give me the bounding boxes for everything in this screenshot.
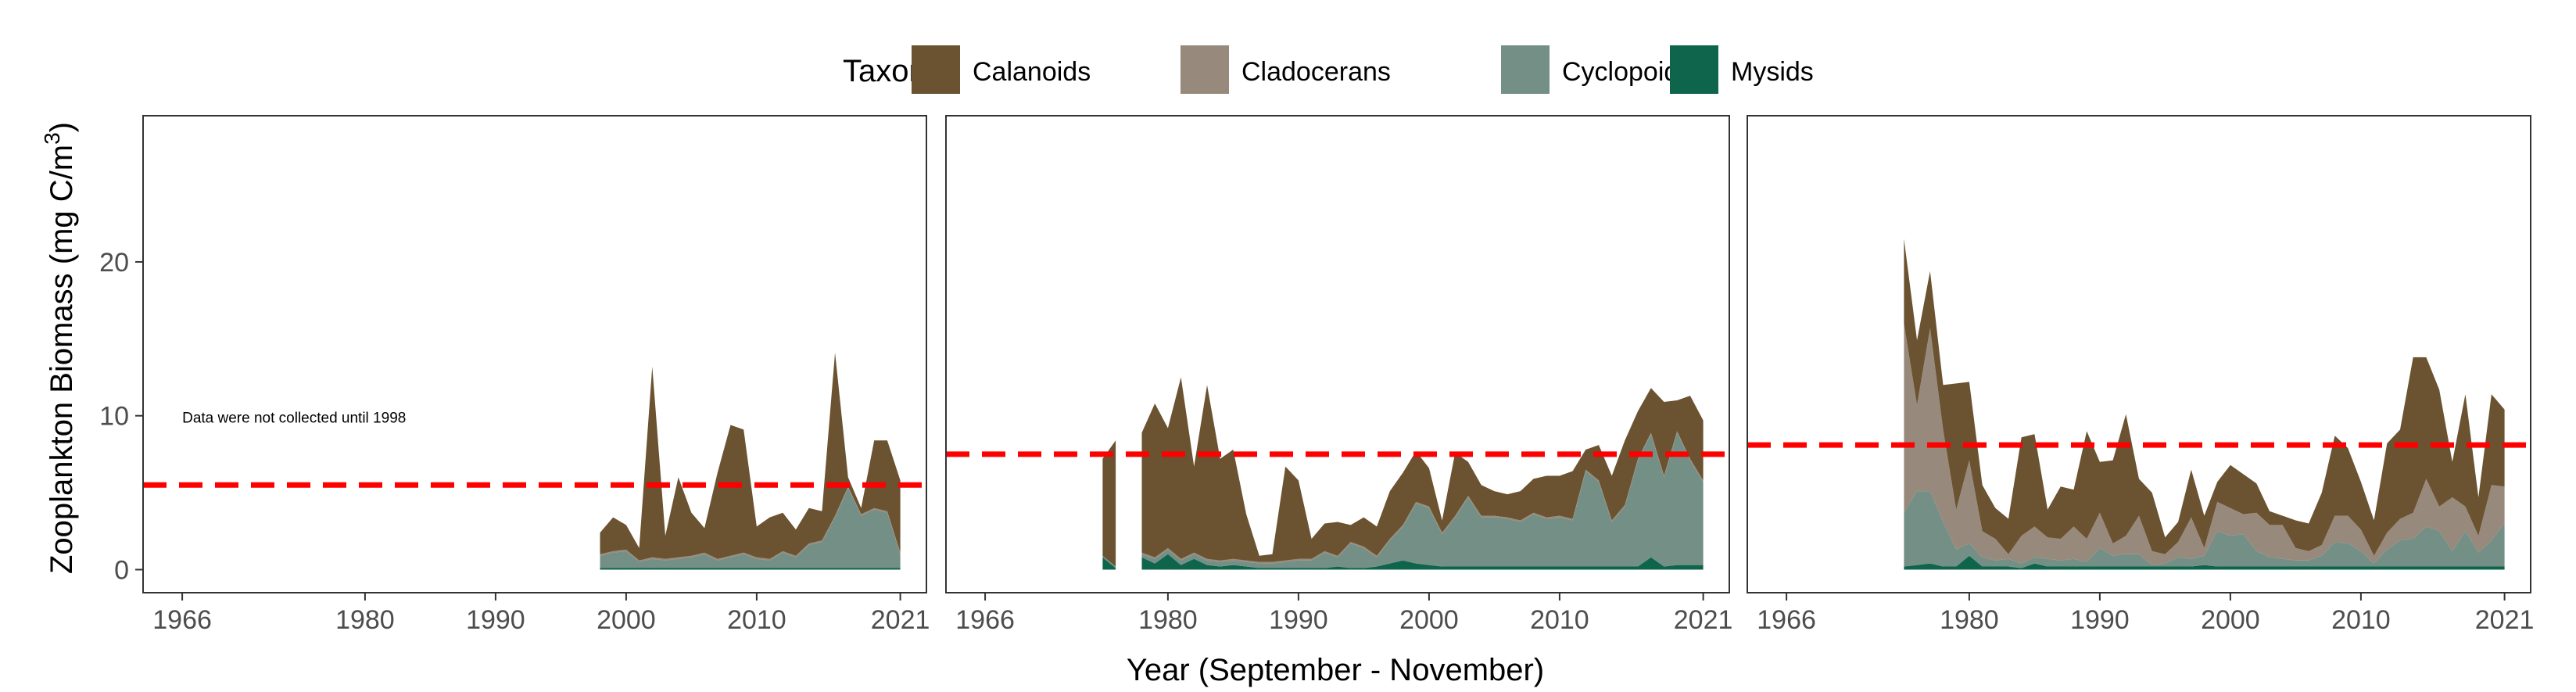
area-mysids-p3-s1: [1904, 555, 2505, 570]
panel-3: 1966 1980 1990 2000 2010 2021: [1747, 115, 2535, 635]
legend-key-cyclopoids: [1501, 45, 1550, 94]
legend-label-cladocerans: Cladocerans: [1241, 57, 1391, 87]
x-tick-label: 2000: [2201, 605, 2260, 635]
x-tick-label: 1990: [1269, 605, 1328, 635]
area-cladocerans-p1-s1: [600, 486, 901, 562]
x-tick-label: 1966: [1757, 605, 1816, 635]
x-tick-label: 1990: [2070, 605, 2130, 635]
area-cyclopoids-p1-s1: [600, 488, 901, 568]
x-tick-label: 2010: [727, 605, 786, 635]
panel-border: [945, 115, 1730, 593]
x-tick-label: 1980: [1940, 605, 1999, 635]
x-tick-label: 1980: [335, 605, 395, 635]
area-calanoids-p2-s1: [1102, 440, 1116, 567]
x-tick-label: 1980: [1138, 605, 1198, 635]
y-tick-label: 0: [114, 555, 129, 585]
legend-key-mysids: [1670, 45, 1718, 94]
area-mysids-p1-s1: [600, 568, 901, 570]
x-tick-label: 1966: [955, 605, 1015, 635]
x-tick-label: 1990: [466, 605, 525, 635]
area-calanoids-p3-s1: [1904, 238, 2505, 556]
y-tick-label: 10: [99, 402, 129, 432]
legend-label-calanoids: Calanoids: [973, 57, 1091, 87]
x-tick-label: 2000: [1399, 605, 1459, 635]
area-mysids-p2-s1: [1102, 557, 1116, 570]
area-mysids-p2-s2: [1141, 554, 1704, 570]
legend-key-cladocerans: [1181, 45, 1229, 94]
legend-label-mysids: Mysids: [1731, 57, 1814, 87]
x-tick-label: 2021: [871, 605, 930, 635]
x-tick-label: 1966: [152, 605, 212, 635]
area-cladocerans-p3-s1: [1904, 323, 2505, 565]
area-cyclopoids-p2-s1: [1102, 555, 1116, 568]
panel-border: [142, 115, 927, 593]
area-cyclopoids-p2-s2: [1141, 432, 1704, 568]
legend-key-calanoids: [912, 45, 960, 94]
annotation-text: Data were not collected until 1998: [182, 411, 406, 427]
x-tick-label: 2000: [597, 605, 656, 635]
x-tick-label: 2010: [2331, 605, 2391, 635]
panel-2: 1966 1980 1990 2000 2010 2021: [945, 115, 1733, 635]
legend: Taxon Calanoids Cladocerans Cyclopoids M…: [843, 45, 1814, 94]
y-tick-label: 20: [99, 248, 129, 278]
x-tick-label: 2021: [2475, 605, 2535, 635]
x-axis-title: Year (September - November): [1127, 653, 1544, 687]
panel-1: Data were not collected until 1998 1966 19…: [99, 115, 930, 635]
panel-border: [1747, 115, 2531, 593]
x-tick-label: 2010: [1530, 605, 1589, 635]
x-tick-label: 2021: [1674, 605, 1733, 635]
y-axis-title: Zooplankton Biomass (mg C/m3): [40, 122, 79, 574]
area-cyclopoids-p3-s1: [1904, 491, 2505, 568]
area-calanoids-p1-s1: [600, 353, 901, 561]
area-calanoids-p2-s2: [1141, 377, 1704, 562]
